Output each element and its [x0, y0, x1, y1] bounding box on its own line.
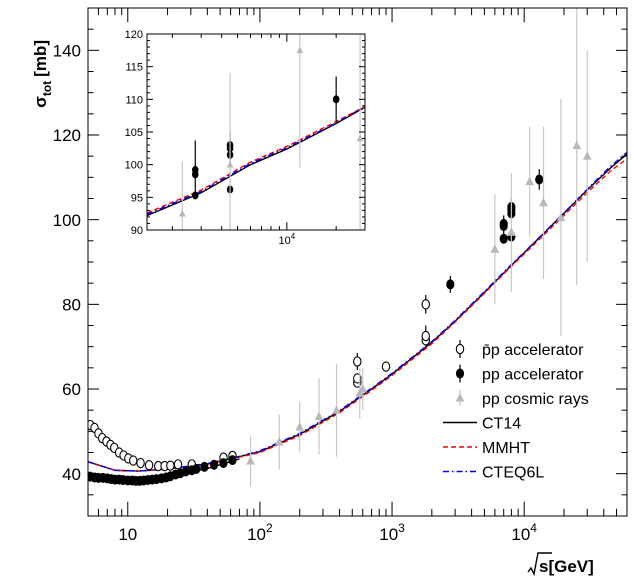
y-axis-label-sub: tot: [40, 81, 54, 96]
data-point-pp-cosmic-rays: [178, 209, 186, 217]
legend-item-mmht: MMHT: [443, 440, 530, 457]
data-point-pp-cosmic-rays: [507, 227, 516, 236]
y-tick-label: 95: [131, 192, 143, 204]
data-point-pp-accelerator: [219, 458, 228, 469]
data-point-pp-accelerator: [200, 461, 209, 472]
legend-item-cteq6l: CTEQ6L: [443, 465, 544, 482]
data-point-pp-accelerator: [499, 233, 508, 244]
data-point-p-p-accelerator: [166, 460, 175, 471]
y-tick-label: 90: [131, 225, 143, 237]
legend-item-p-p-accelerator: p̄p accelerator: [455, 340, 584, 359]
data-point-pp-cosmic-rays: [295, 422, 304, 431]
data-point-p-p-accelerator: [353, 356, 362, 367]
data-point-pp-accelerator: [192, 165, 199, 174]
y-tick-label: 60: [62, 380, 81, 399]
curve-cteq6l-0: [147, 105, 365, 215]
legend-marker: [455, 392, 465, 402]
data-point-pp-cosmic-rays: [572, 140, 582, 150]
legend-item-pp-cosmic-rays: pp cosmic rays: [455, 390, 589, 408]
x-tick-label: 104: [511, 521, 537, 544]
legend-item-pp-accelerator: pp accelerator: [455, 364, 584, 384]
legend-marker: [455, 343, 465, 355]
legend-label: CT14: [482, 416, 521, 433]
y-tick-label: 80: [62, 295, 81, 314]
y-tick-label: 40: [62, 465, 81, 484]
data-point-p-p-accelerator: [173, 459, 183, 470]
data-point-pp-accelerator: [192, 191, 199, 200]
y-tick-label: 140: [53, 41, 81, 60]
legend: p̄p accelerator pp accelerator pp cosmic r…: [443, 340, 589, 482]
data-point-p-p-accelerator: [353, 373, 362, 384]
data-point-pp-accelerator: [332, 95, 340, 104]
y-axis-label-main: σ: [31, 96, 50, 108]
legend-label: pp accelerator: [482, 367, 584, 384]
y-axis-label: σtot [mb]: [31, 40, 54, 108]
legend-label: p̄p accelerator: [482, 342, 584, 359]
legend-label: MMHT: [482, 440, 530, 457]
x-tick-label: 104: [279, 232, 296, 247]
legend-item-ct14: CT14: [443, 416, 521, 433]
inset-plot-data: [147, 34, 365, 230]
data-point-p-p-accelerator: [129, 455, 138, 466]
legend-label: CTEQ6L: [482, 465, 544, 482]
data-point-pp-accelerator: [535, 174, 544, 185]
legend-marker: [455, 368, 465, 379]
data-point-pp-cosmic-rays: [274, 436, 284, 446]
data-point-pp-accelerator: [499, 218, 508, 229]
main-plot-data: [88, 8, 627, 487]
data-point-pp-cosmic-rays: [525, 176, 534, 186]
data-point-pp-cosmic-rays: [356, 134, 364, 142]
data-point-pp-cosmic-rays: [226, 160, 234, 168]
data-point-p-p-accelerator: [381, 361, 391, 372]
x-tick-label: 10: [118, 525, 137, 544]
y-tick-label: 115: [125, 62, 143, 74]
data-point-pp-accelerator: [210, 459, 219, 470]
data-point-p-p-accelerator: [421, 330, 431, 342]
x-tick-label: 103: [379, 521, 405, 544]
data-point-pp-cosmic-rays: [314, 411, 324, 421]
data-point-p-p-accelerator: [144, 460, 154, 471]
data-point-pp-cosmic-rays: [556, 212, 566, 222]
x-axis-label-text: s[GeV]: [539, 557, 594, 576]
data-point-pp-cosmic-rays: [358, 383, 368, 393]
inset-plot: 90 95 100 105 110 115 120 104: [125, 29, 366, 247]
y-tick-label: 100: [53, 211, 81, 230]
data-point-pp-cosmic-rays: [582, 151, 592, 160]
data-point-pp-cosmic-rays: [246, 455, 255, 465]
data-point-pp-cosmic-rays: [539, 197, 548, 207]
y-axis-label-unit: [mb]: [31, 40, 50, 77]
y-tick-label: 100: [125, 160, 143, 172]
curve-cteq6l-0: [88, 151, 627, 472]
sqrt-symbol: [527, 552, 552, 577]
data-point-pp-cosmic-rays: [296, 46, 304, 54]
y-tick-label: 105: [125, 127, 143, 139]
curve-mmht-0: [88, 158, 627, 472]
data-point-pp-accelerator: [192, 464, 201, 475]
y-tick-label: 120: [125, 29, 143, 41]
data-point-p-p-accelerator: [136, 457, 145, 469]
data-point-p-p-accelerator: [421, 299, 431, 310]
data-point-pp-accelerator: [228, 455, 237, 466]
y-tick-label: 110: [125, 94, 143, 106]
data-point-pp-cosmic-rays: [332, 405, 341, 414]
legend-label: pp cosmic rays: [482, 391, 589, 408]
x-tick-label: 102: [247, 521, 273, 544]
inset-plot-background: [147, 34, 365, 230]
data-point-pp-accelerator: [446, 279, 455, 290]
y-tick-label: 120: [53, 126, 81, 145]
x-axis-label: s[GeV]: [527, 552, 594, 577]
data-point-pp-cosmic-rays: [490, 244, 500, 253]
